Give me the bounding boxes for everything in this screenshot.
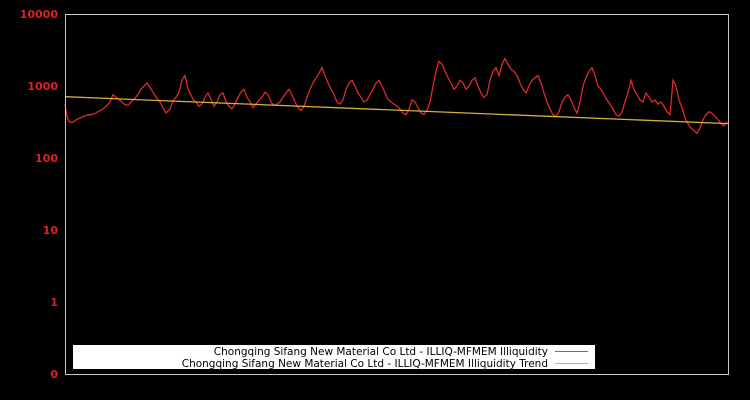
y-tick-10: 10 — [43, 224, 59, 237]
legend: Chongqing Sifang New Material Co Ltd - I… — [73, 345, 595, 370]
y-tick-100: 100 — [35, 152, 58, 165]
legend-box — [73, 345, 595, 369]
y-tick-1: 1 — [50, 296, 58, 309]
illiquidity-trend-line — [64, 96, 729, 125]
y-tick-0: 0 — [50, 368, 58, 381]
legend-label-trend: Chongqing Sifang New Material Co Ltd - I… — [182, 358, 548, 370]
illiquidity-series-line — [64, 57, 728, 135]
y-tick-10000: 10000 — [20, 8, 59, 21]
legend-label-series: Chongqing Sifang New Material Co Ltd - I… — [214, 346, 548, 358]
plot-frame — [65, 14, 729, 375]
y-tick-1000: 1000 — [27, 80, 58, 93]
plot-area — [64, 57, 729, 135]
y-axis-tick-labels: 10000 1000 100 10 1 0 — [20, 8, 59, 381]
